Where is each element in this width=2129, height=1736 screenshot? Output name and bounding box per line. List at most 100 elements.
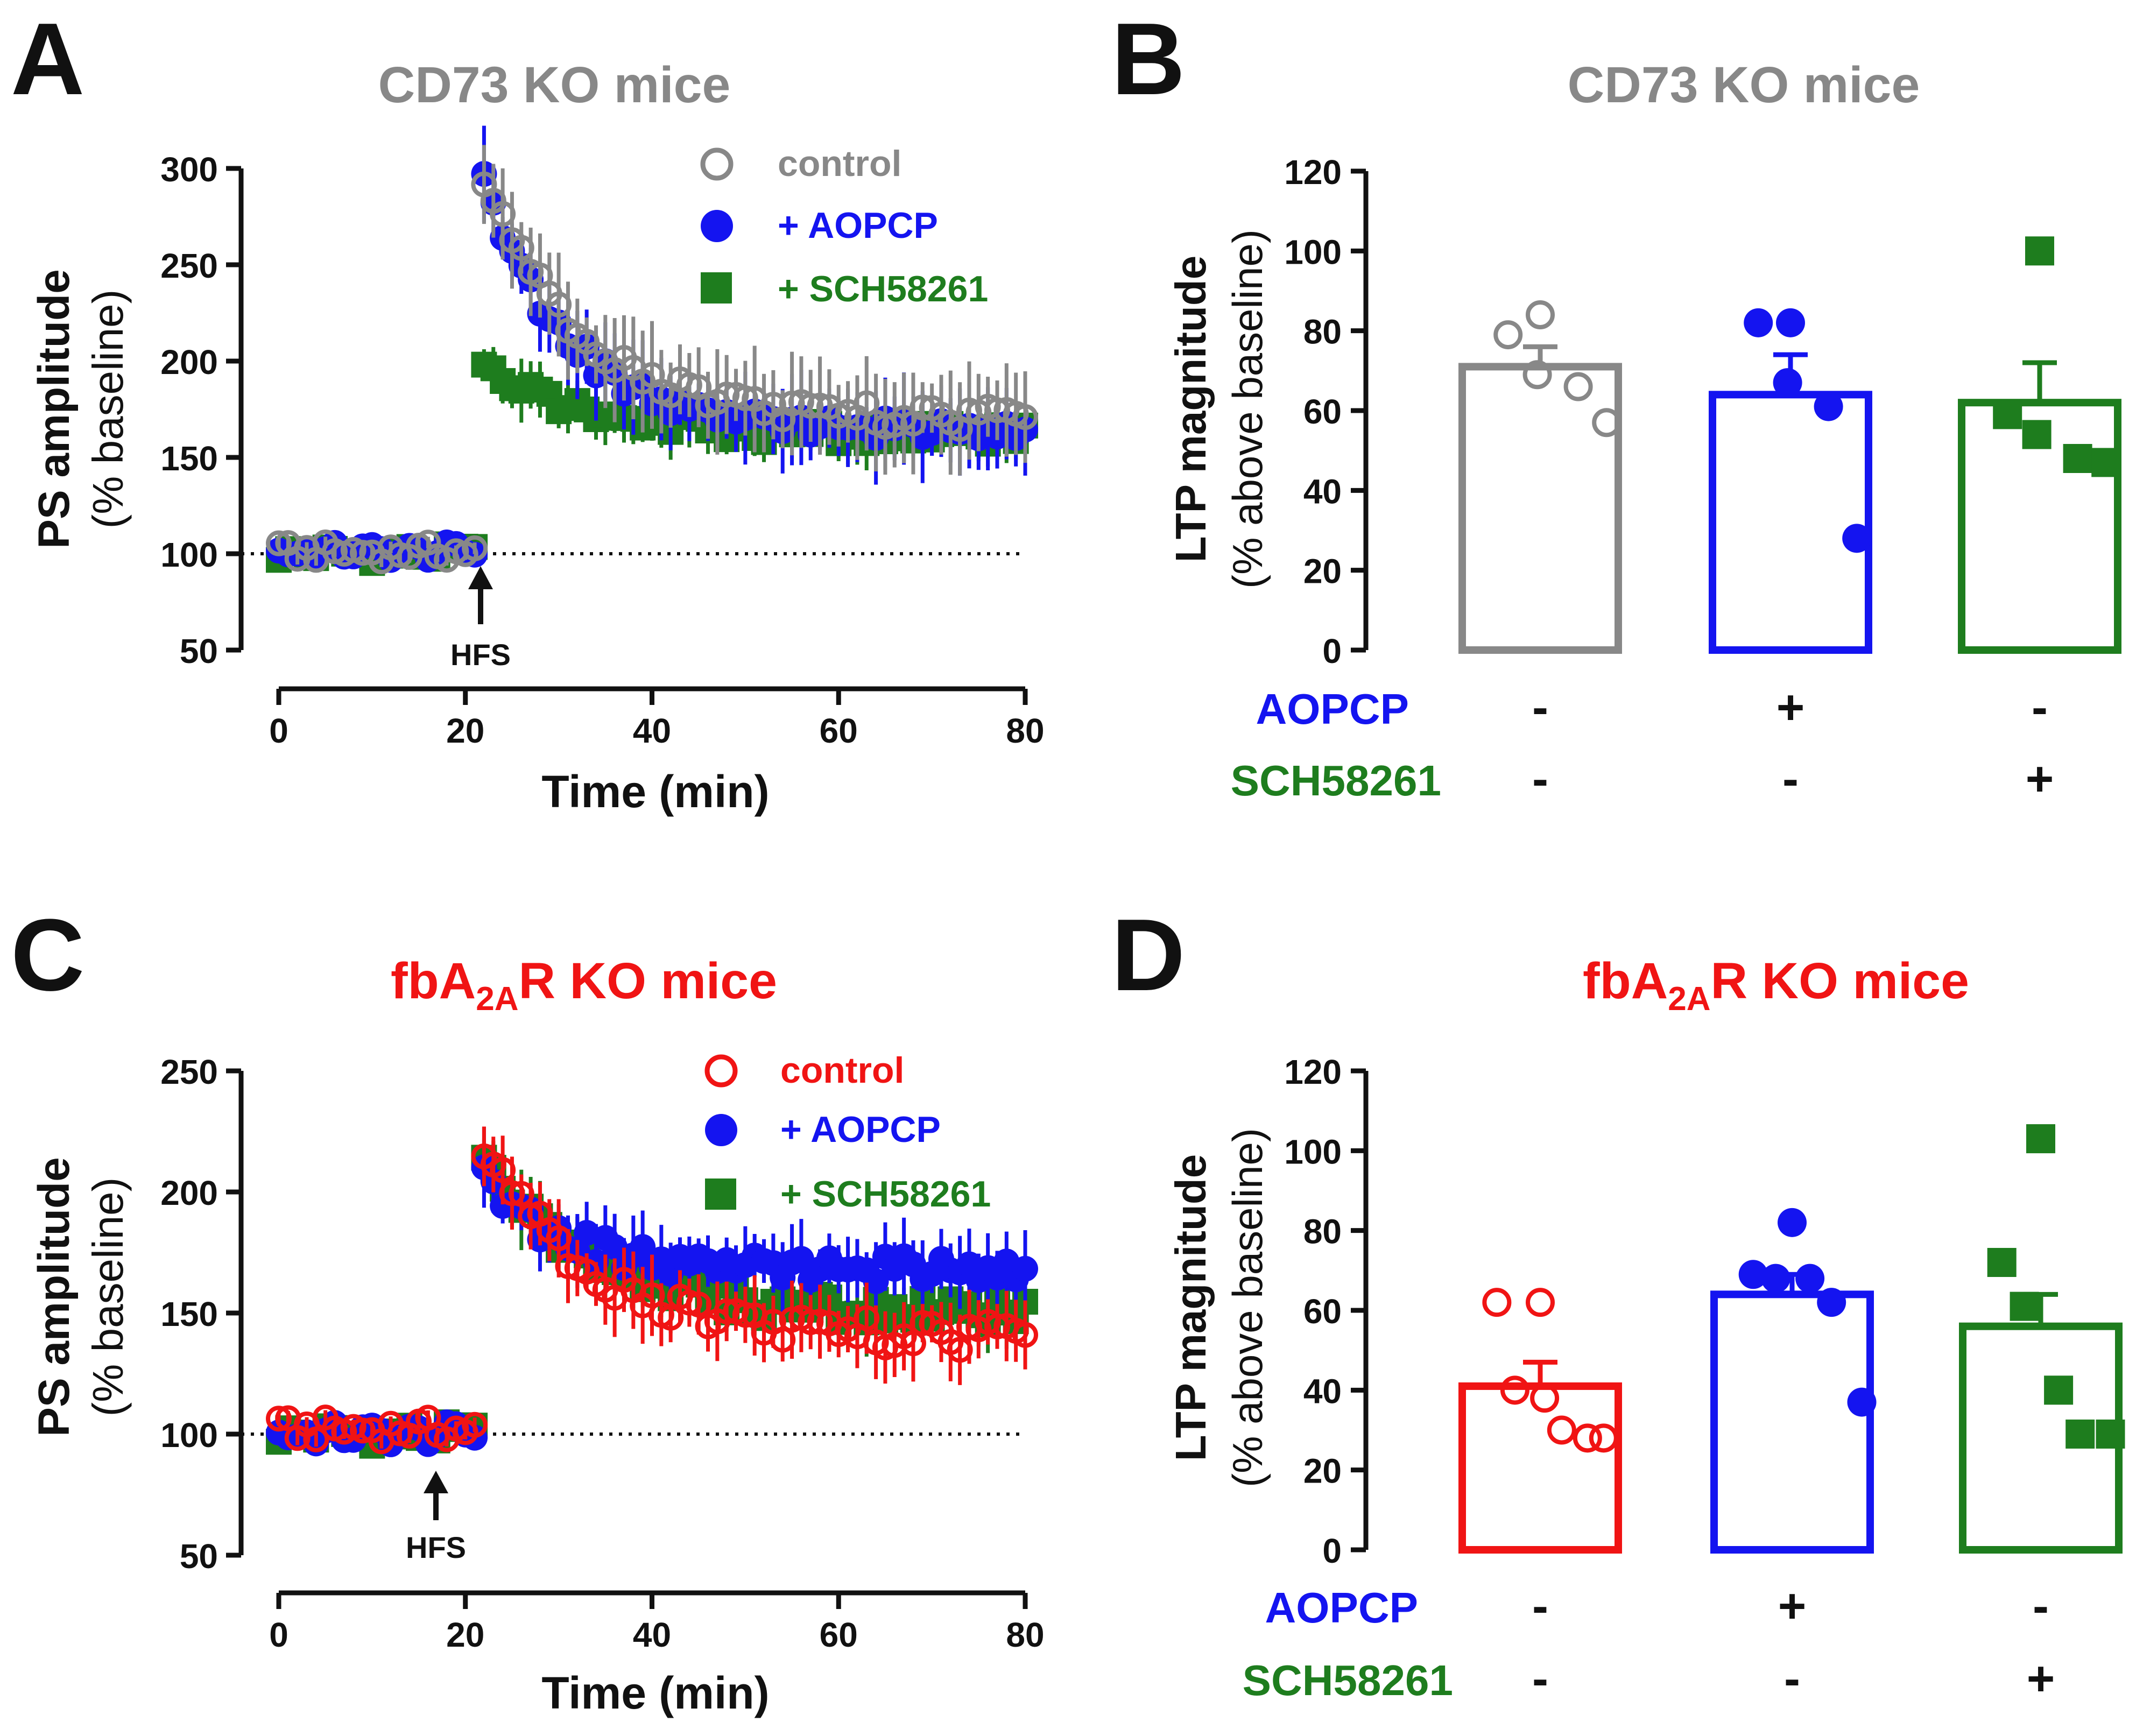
y-tick-label: 40 xyxy=(1303,1372,1342,1410)
sign-sch-sch: + xyxy=(2026,752,2054,806)
y-tick-label: 0 xyxy=(1322,1532,1342,1570)
data-point xyxy=(1987,1248,2017,1277)
data-point xyxy=(2065,1419,2095,1449)
x-tick-label: 0 xyxy=(269,1615,288,1654)
data-point xyxy=(714,1298,740,1324)
hfs-marker: HFS xyxy=(450,566,511,672)
data-point xyxy=(2063,444,2092,473)
axes-b: 0 20 40 60 80 100 120 xyxy=(1284,153,1369,671)
y-tick-label: 80 xyxy=(1303,313,1342,351)
data-point xyxy=(1563,372,1593,401)
x-tick-label: 20 xyxy=(446,1615,484,1654)
data-point xyxy=(1522,360,1552,390)
series-control xyxy=(266,145,1038,575)
x-tick-label: 80 xyxy=(1006,1615,1044,1654)
data-point xyxy=(508,235,534,261)
y-tick-label: 250 xyxy=(160,246,218,285)
y-axis-label: PS amplitude xyxy=(30,1157,79,1436)
data-point xyxy=(2022,420,2052,449)
data-point xyxy=(1842,524,1872,553)
y-axis-sublabel: (% baseline) xyxy=(84,290,132,529)
panel-title: fbA2AR KO mice xyxy=(391,952,777,1018)
legend-marker-sch58261 xyxy=(701,272,732,304)
x-tick-label: 80 xyxy=(1006,711,1044,750)
data-point xyxy=(1589,1423,1618,1453)
legend: control + AOPCP + SCH58261 xyxy=(704,1050,991,1215)
data-point xyxy=(2096,1419,2125,1449)
y-tick-label: 100 xyxy=(160,1416,218,1455)
panel-title: fbA2AR KO mice xyxy=(1583,952,1969,1018)
y-tick-label: 0 xyxy=(1322,632,1342,671)
legend-marker-aopcp xyxy=(701,210,733,242)
data-point xyxy=(1814,392,1843,421)
panel-letter: B xyxy=(1111,2,1185,116)
y-tick-label: 300 xyxy=(160,150,218,189)
plot-b xyxy=(1458,236,2121,654)
data-point xyxy=(490,1157,516,1183)
panel-letter: A xyxy=(11,2,84,116)
data-point xyxy=(350,1417,376,1444)
data-point xyxy=(658,1304,684,1331)
data-point xyxy=(546,291,572,317)
y-tick-label: 150 xyxy=(160,439,218,478)
sign-aopcp-control: - xyxy=(1532,681,1548,735)
data-point xyxy=(1773,368,1802,398)
data-point xyxy=(499,1180,525,1206)
sign-aopcp-control: - xyxy=(1532,1579,1548,1633)
sign-sch-control: - xyxy=(1532,752,1548,806)
panel-d: D fbA2AR KO mice LTP magnitude (% above … xyxy=(1111,898,2125,1706)
data-point xyxy=(1012,404,1038,431)
data-point xyxy=(462,1412,488,1438)
y-tick-label: 50 xyxy=(180,632,218,671)
axes-d: 0 20 40 60 80 100 120 xyxy=(1284,1053,1369,1570)
axes-c: 50 100 150 200 250 0 20 40 60 80 xyxy=(160,1053,1044,1654)
panel-title-post: R KO mice xyxy=(1711,952,1969,1010)
x-tick-label: 0 xyxy=(269,711,288,750)
data-point xyxy=(1738,1260,1768,1289)
data-point xyxy=(1482,1288,1512,1317)
bar-group--sch58261 xyxy=(1959,1124,2125,1554)
y-tick-label: 60 xyxy=(1303,392,1342,431)
data-point xyxy=(630,1234,656,1260)
bar-group-control xyxy=(1458,300,1622,654)
panel-letter: C xyxy=(11,898,84,1012)
bar-group-control xyxy=(1458,1288,1622,1554)
bar-group--sch58261 xyxy=(1958,236,2121,654)
sign-aopcp-sch: - xyxy=(2032,681,2048,735)
data-point xyxy=(2091,448,2121,477)
y-axis-sublabel: (% above baseline) xyxy=(1224,1128,1271,1487)
y-axis-label: LTP magnitude xyxy=(1167,1154,1215,1461)
y-axis-label: PS amplitude xyxy=(30,269,79,548)
panel-a: A CD73 KO mice PS amplitude (% baseline)… xyxy=(11,2,1045,817)
y-tick-label: 60 xyxy=(1303,1292,1342,1331)
legend: control + AOPCP + SCH58261 xyxy=(700,143,988,309)
y-axis-sublabel: (% above baseline) xyxy=(1224,229,1271,589)
panel-b: B CD73 KO mice LTP magnitude (% above ba… xyxy=(1111,2,2121,806)
data-point xyxy=(854,1305,880,1331)
data-point xyxy=(686,1292,712,1318)
legend-marker-sch58261 xyxy=(705,1178,736,1210)
panel-title-pre: fbA xyxy=(391,952,476,1010)
treatment-table: AOPCP SCH58261 - + - - - + xyxy=(1243,1579,2055,1706)
data-point xyxy=(732,385,758,411)
data-point xyxy=(947,1337,973,1363)
legend-label-control: control xyxy=(778,143,901,184)
data-point xyxy=(1993,400,2022,429)
y-tick-label: 50 xyxy=(180,1537,218,1576)
data-point xyxy=(779,390,805,417)
x-axis-label: Time (min) xyxy=(541,1668,769,1718)
x-tick-label: 20 xyxy=(446,711,484,750)
row-label-aopcp: AOPCP xyxy=(1256,685,1409,733)
y-tick-label: 20 xyxy=(1303,552,1342,591)
y-tick-label: 120 xyxy=(1284,153,1342,192)
data-point xyxy=(807,1309,833,1335)
sign-aopcp-sch: - xyxy=(2033,1579,2049,1633)
legend-label-sch58261: + SCH58261 xyxy=(780,1174,991,1215)
data-point xyxy=(1573,1423,1602,1453)
data-point xyxy=(1547,1415,1576,1445)
y-tick-label: 200 xyxy=(160,343,218,382)
panel-c: C fbA2AR KO mice PS amplitude (% baselin… xyxy=(11,898,1045,1718)
data-point xyxy=(303,1426,329,1452)
panel-title-pre: fbA xyxy=(1583,952,1668,1010)
panel-title: CD73 KO mice xyxy=(378,57,731,114)
